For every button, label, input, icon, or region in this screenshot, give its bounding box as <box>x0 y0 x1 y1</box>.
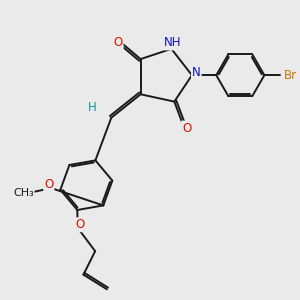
Text: Br: Br <box>284 69 297 82</box>
Text: CH₃: CH₃ <box>13 188 34 197</box>
Text: O: O <box>182 122 191 134</box>
Text: N: N <box>192 66 201 80</box>
Text: NH: NH <box>164 37 182 50</box>
Text: H: H <box>88 101 97 114</box>
Text: O: O <box>44 178 53 191</box>
Text: O: O <box>76 218 85 231</box>
Text: O: O <box>113 37 123 50</box>
